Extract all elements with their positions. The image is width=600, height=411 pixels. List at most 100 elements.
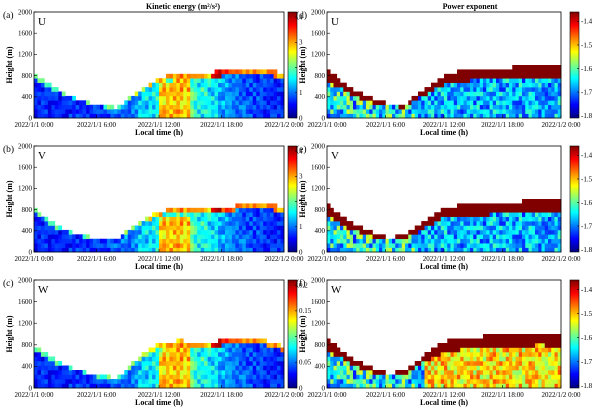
heatmap-cell	[554, 370, 559, 375]
heatmap-cell	[466, 352, 471, 357]
heatmap-cell	[457, 207, 461, 213]
heatmap-cell	[554, 104, 559, 110]
heatmap-cell	[496, 374, 500, 380]
x-tick-label: 2022/1/1 12:00	[423, 121, 466, 129]
heatmap-cell	[263, 234, 267, 240]
heatmap-cell	[190, 73, 195, 79]
heatmap-cell	[486, 343, 490, 348]
heatmap-cell	[379, 383, 383, 389]
heatmap-cell	[496, 361, 500, 366]
heatmap-cell	[252, 229, 257, 235]
heatmap-cell	[551, 207, 555, 213]
heatmap-cell	[447, 247, 451, 253]
heatmap-cell	[145, 243, 149, 248]
heatmap-cell	[34, 113, 38, 119]
heatmap-cell	[362, 238, 367, 244]
heatmap-cell	[453, 343, 458, 348]
heatmap-cell	[450, 361, 455, 366]
heatmap-cell	[148, 109, 153, 114]
heatmap-cell	[266, 73, 271, 79]
heatmap-cell	[463, 87, 468, 92]
heatmap-cell	[86, 100, 90, 106]
heatmap-cell	[466, 91, 471, 97]
heatmap-cell	[453, 374, 458, 380]
heatmap-cell	[68, 383, 73, 389]
heatmap-cell	[93, 238, 97, 244]
heatmap-cell	[197, 234, 201, 240]
heatmap-cell	[447, 243, 451, 248]
heatmap-cell	[479, 82, 484, 88]
heatmap-cell	[190, 243, 195, 248]
heatmap-cell	[551, 82, 555, 88]
heatmap-cell	[440, 87, 445, 92]
heatmap-cell	[252, 113, 257, 119]
colorbar-tick-label: 4	[299, 147, 303, 155]
heatmap-cell	[242, 207, 247, 213]
heatmap-cell	[476, 379, 481, 384]
heatmap-cell	[554, 225, 559, 231]
heatmap-cell	[479, 379, 484, 384]
heatmap-cell	[437, 212, 442, 217]
heatmap-cell	[228, 78, 233, 83]
heatmap-cell	[538, 78, 542, 83]
component-label: W	[331, 284, 342, 296]
heatmap-cell	[224, 365, 229, 371]
y-tick-label: 400	[315, 363, 326, 371]
heatmap-cell	[207, 73, 212, 79]
heatmap-cell	[152, 352, 156, 357]
heatmap-cell	[51, 113, 56, 119]
heatmap-cell	[93, 104, 97, 110]
heatmap-cell	[356, 100, 360, 106]
heatmap-cell	[252, 221, 257, 226]
heatmap-cell	[245, 243, 250, 248]
heatmap-cell	[538, 334, 542, 339]
heatmap-cell	[424, 113, 429, 119]
heatmap-cell	[327, 347, 331, 353]
heatmap-cell	[218, 69, 222, 75]
heatmap-cell	[266, 87, 271, 92]
heatmap-cell	[476, 212, 481, 217]
heatmap-cell	[211, 234, 215, 240]
heatmap-cell	[489, 69, 494, 75]
heatmap-cell	[457, 69, 461, 75]
heatmap-cell	[200, 370, 205, 375]
heatmap-cell	[535, 78, 539, 83]
heatmap-cell	[249, 338, 254, 344]
heatmap-cell	[231, 113, 236, 119]
heatmap-cell	[249, 343, 254, 348]
heatmap-cell	[463, 91, 468, 97]
heatmap-cell	[231, 109, 236, 114]
heatmap-cell	[453, 225, 458, 231]
heatmap-cell	[427, 370, 432, 375]
heatmap-cell	[228, 104, 233, 110]
heatmap-cell	[197, 78, 201, 83]
heatmap-cell	[470, 95, 474, 101]
heatmap-cell	[466, 225, 471, 231]
heatmap-cell	[499, 212, 503, 217]
heatmap-cell	[353, 104, 357, 110]
heatmap-cell	[155, 343, 160, 348]
heatmap-cell	[483, 87, 487, 92]
heatmap-cell	[483, 243, 487, 248]
heatmap-cell	[538, 82, 542, 88]
heatmap-cell	[141, 234, 146, 240]
heatmap-cell	[65, 113, 70, 119]
heatmap-cell	[535, 199, 539, 204]
heatmap-cell	[486, 334, 490, 339]
heatmap-cell	[502, 247, 507, 253]
heatmap-cell	[152, 379, 156, 384]
heatmap-cell	[242, 379, 247, 384]
heatmap-cell	[263, 361, 267, 366]
heatmap-cell	[551, 113, 555, 119]
y-tick-label: 0	[322, 384, 326, 392]
heatmap-cell	[336, 87, 341, 92]
heatmap-cell	[256, 347, 260, 353]
heatmap-cell	[190, 225, 195, 231]
heatmap-cell	[528, 69, 533, 75]
heatmap-cell	[460, 207, 464, 213]
heatmap-cell	[492, 95, 497, 101]
heatmap-cell	[197, 374, 201, 380]
heatmap-cell	[224, 73, 229, 79]
heatmap-cell	[273, 229, 278, 235]
heatmap-cell	[330, 243, 334, 248]
